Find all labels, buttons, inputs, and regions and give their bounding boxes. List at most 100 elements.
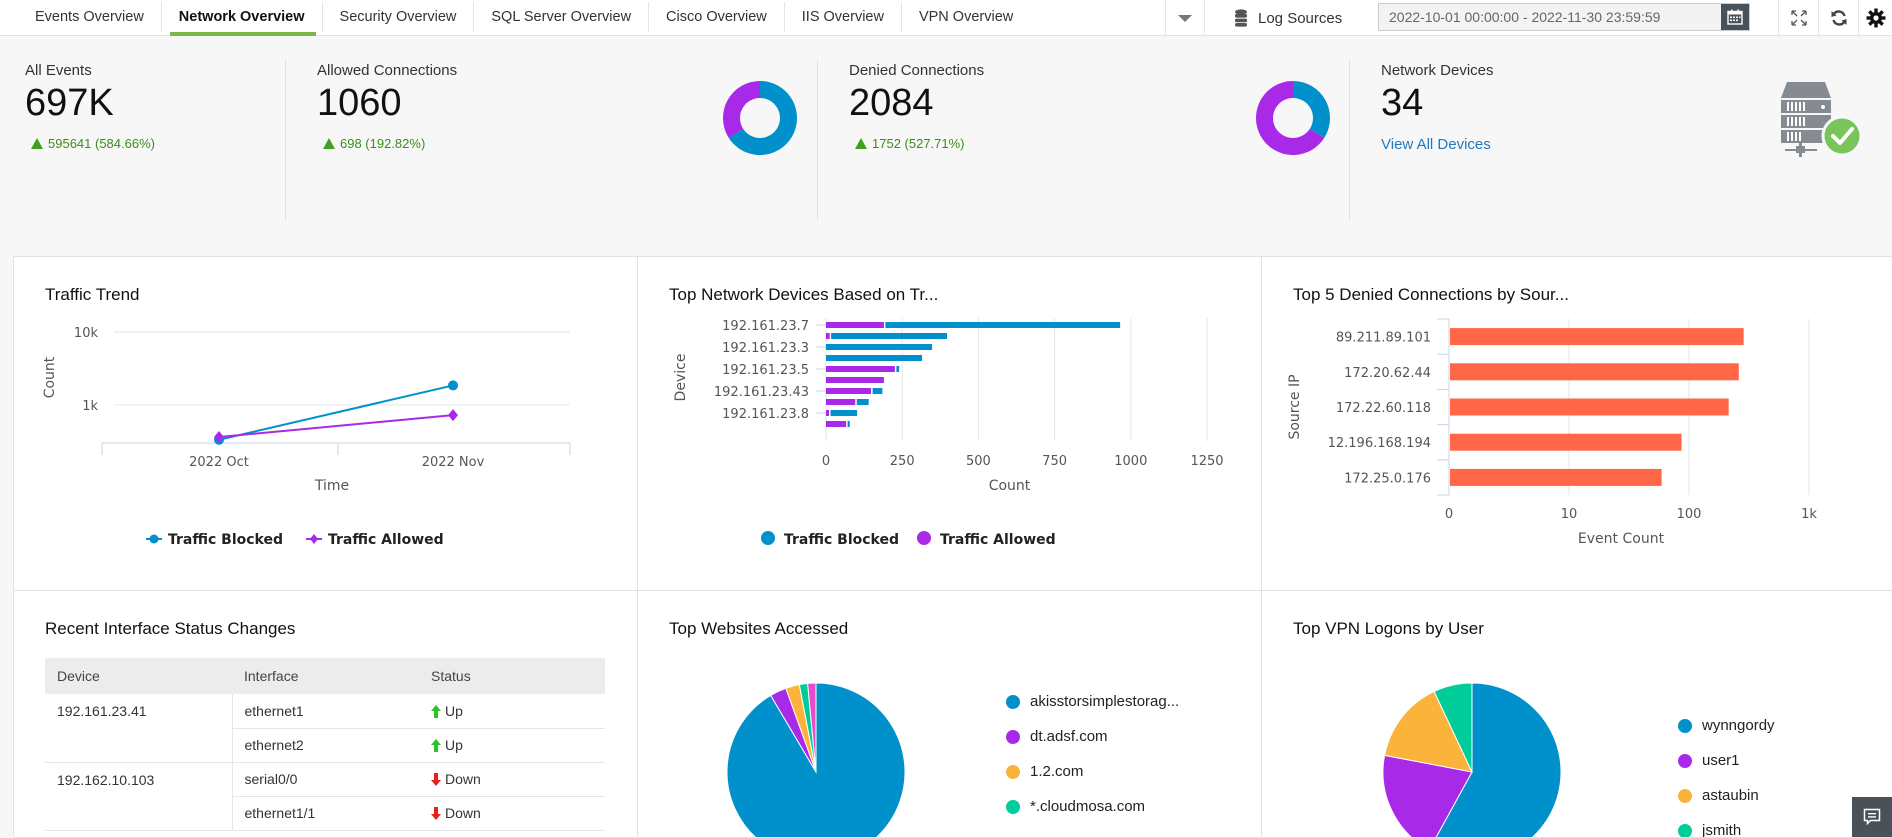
bar-traffic-blocked	[826, 355, 923, 361]
legend-item[interactable]: akisstorsimplestorag...	[1006, 684, 1179, 719]
pie-slice-other	[807, 682, 817, 773]
legend-label: dt.adsf.com	[1030, 728, 1108, 745]
legend-marker	[1006, 764, 1020, 779]
bar-traffic-blocked	[847, 421, 850, 427]
legend-label: Traffic Blocked	[168, 532, 283, 548]
more-tabs-dropdown[interactable]	[1165, 0, 1205, 36]
data-point	[448, 380, 458, 391]
log-sources-button[interactable]: Log Sources	[1234, 0, 1342, 36]
top-network-devices-panel: Top Network Devices Based on Tr... 0 250 5…	[638, 257, 1262, 591]
tab-iis-overview[interactable]: IIS Overview	[785, 2, 902, 32]
tab-network-overview[interactable]: Network Overview	[162, 2, 323, 36]
interface-status-panel: Recent Interface Status Changes Device I…	[14, 591, 638, 838]
status-text: Down	[445, 771, 481, 787]
y-tick-label: 192.161.23.8	[722, 407, 809, 422]
gear-icon	[1866, 8, 1885, 28]
legend-label: user1	[1702, 752, 1740, 769]
chat-button[interactable]	[1852, 797, 1892, 837]
legend-marker	[917, 531, 931, 545]
date-range-input[interactable]: 2022-10-01 00:00:00 - 2022-11-30 23:59:5…	[1378, 3, 1750, 31]
bar	[1450, 328, 1744, 346]
divider	[1349, 60, 1350, 220]
legend-label: Traffic Blocked	[784, 532, 899, 548]
y-tick-label: 192.161.23.7	[722, 319, 809, 334]
legend-marker	[1678, 788, 1692, 803]
top-vpn-legend: wynngordy user1 astaubin jsmith	[1678, 708, 1775, 838]
refresh-button[interactable]	[1818, 0, 1858, 36]
column-header-device[interactable]: Device	[45, 658, 232, 694]
legend-marker	[1006, 729, 1020, 744]
kpi-value: 1060	[317, 82, 402, 124]
log-sources-label: Log Sources	[1258, 9, 1343, 27]
kpi-value: 2084	[849, 82, 934, 124]
legend-label: astaubin	[1702, 787, 1759, 804]
status-text: Up	[445, 737, 463, 753]
legend-item[interactable]: astaubin	[1678, 778, 1775, 813]
top-nav-bar: Events Overview Network Overview Securit…	[0, 0, 1892, 36]
pie-slice-user1	[1382, 754, 1473, 837]
interface-status-table: Device Interface Status 192.161.23.41 et…	[45, 658, 605, 831]
interface-cell: ethernet2	[232, 728, 419, 763]
allowed-connections-donut	[723, 81, 797, 155]
tab-label: SQL Server Overview	[491, 9, 632, 25]
widget-grid: Traffic Trend 1k 10k 2022 Oct 2022 Nov Time C…	[13, 256, 1892, 838]
kpi-label: Network Devices	[1381, 62, 1494, 79]
interface-cell: ethernet1	[232, 694, 419, 729]
panel-title: Top 5 Denied Connections by Sour...	[1293, 285, 1569, 304]
trend-up-icon	[31, 138, 43, 149]
legend-marker	[1006, 694, 1020, 709]
bar-traffic-blocked	[826, 344, 933, 350]
column-header-status[interactable]: Status	[419, 658, 605, 694]
bar-traffic-allowed	[826, 322, 884, 328]
tab-security-overview[interactable]: Security Overview	[323, 2, 475, 32]
legend-item[interactable]: wynngordy	[1678, 708, 1775, 743]
kpi-change: 595641 (584.66%)	[31, 136, 155, 151]
x-tick-label: 100	[1677, 507, 1702, 522]
data-point	[448, 409, 458, 422]
legend-item[interactable]: user1	[1678, 743, 1775, 778]
pie-slice-jsmith	[1433, 682, 1473, 773]
legend-marker	[761, 531, 775, 545]
legend-label: jsmith	[1702, 822, 1742, 838]
donut-slice-purple	[1256, 81, 1325, 155]
legend-item[interactable]: dt.adsf.com	[1006, 719, 1179, 754]
legend-marker	[1678, 718, 1692, 733]
y-axis-title: Source IP	[1287, 374, 1303, 439]
legend-item[interactable]: *.cloudmosa.com	[1006, 789, 1179, 824]
divider	[817, 60, 818, 220]
x-tick-label: 0	[822, 454, 830, 469]
legend-item[interactable]: 1.2.com	[1006, 754, 1179, 789]
column-header-interface[interactable]: Interface	[232, 658, 419, 694]
tab-cisco-overview[interactable]: Cisco Overview	[649, 2, 785, 32]
y-tick-label: 172.25.0.176	[1344, 471, 1431, 486]
bar-traffic-allowed	[826, 388, 872, 394]
legend-item[interactable]: jsmith	[1678, 813, 1775, 838]
tab-events-overview[interactable]: Events Overview	[18, 2, 162, 32]
traffic-trend-chart: 1k 10k 2022 Oct 2022 Nov Time Count Traffic Bl…	[42, 326, 571, 548]
kpi-label: All Events	[25, 62, 92, 79]
status-cell: Down	[419, 762, 605, 797]
x-axis-title: Time	[314, 478, 349, 494]
date-range-value: 2022-10-01 00:00:00 - 2022-11-30 23:59:5…	[1389, 9, 1661, 25]
settings-button[interactable]	[1858, 0, 1892, 36]
top-denied-connections-chart: 0 10 100 1k Event Count Source IP 89.211.89.10…	[1287, 318, 1817, 547]
legend-label: Traffic Allowed	[940, 532, 1056, 548]
y-tick-label: 192.161.23.43	[714, 385, 809, 400]
calendar-button[interactable]	[1721, 4, 1749, 30]
interface-cell: serial0/0	[232, 762, 419, 797]
status-cell: Up	[419, 694, 605, 729]
y-tick-label: 192.161.23.5	[722, 363, 809, 378]
x-tick-label: 500	[966, 454, 991, 469]
series-line-traffic-blocked	[218, 384, 454, 441]
tab-sql-server-overview[interactable]: SQL Server Overview	[474, 2, 650, 32]
fullscreen-button[interactable]	[1778, 0, 1818, 36]
database-icon	[1235, 9, 1247, 27]
bar-traffic-blocked	[872, 388, 883, 394]
arrow-up-icon	[431, 704, 441, 718]
view-all-devices-link[interactable]: View All Devices	[1381, 136, 1491, 153]
bar-traffic-blocked	[831, 333, 948, 339]
tab-vpn-overview[interactable]: VPN Overview	[902, 2, 1030, 32]
bar-traffic-blocked	[856, 399, 869, 405]
series-line-traffic-allowed	[218, 414, 454, 439]
top-vpn-pie	[1382, 682, 1562, 837]
